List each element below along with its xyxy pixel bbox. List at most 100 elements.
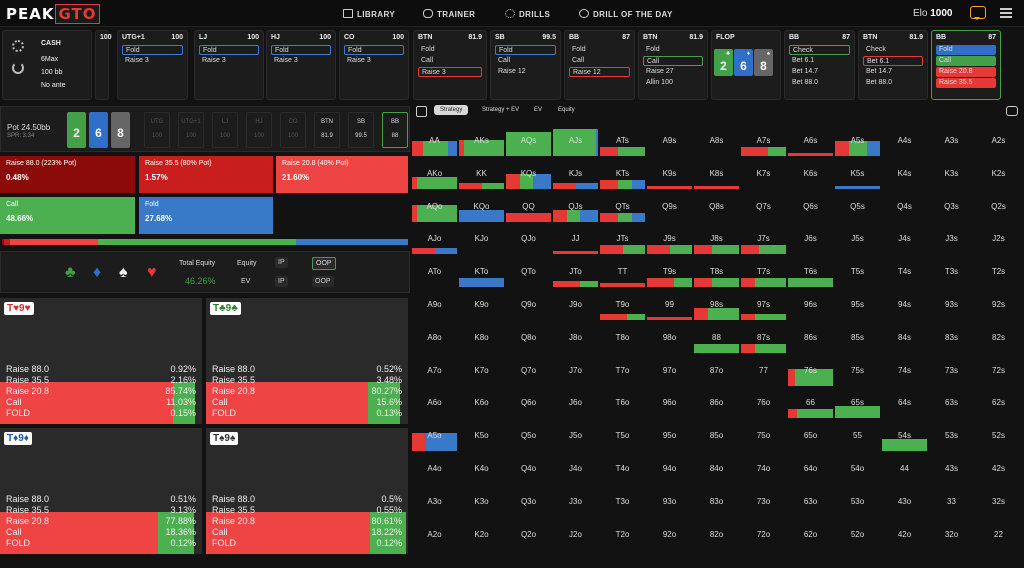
hand-cell[interactable]: 73s	[929, 356, 974, 386]
hand-cell[interactable]: KTs	[600, 159, 645, 189]
node-option[interactable]: Raise 12	[498, 68, 526, 75]
hand-cell[interactable]: Q4s	[882, 192, 927, 222]
hand-cell[interactable]: J8o	[553, 323, 598, 353]
hand-cell[interactable]: 87o	[694, 356, 739, 386]
seat[interactable]: HJ 100	[246, 112, 272, 148]
action-box[interactable]: Fold 27.68%	[139, 197, 273, 234]
hand-cell[interactable]: A9s	[647, 126, 692, 156]
action-node[interactable]: BB 87 Fold Call Raise 20.8 Raise 35.5	[931, 30, 1001, 100]
node-option[interactable]: Fold	[936, 45, 996, 55]
hand-cell[interactable]: 77	[741, 356, 786, 386]
hand-cell[interactable]: K8o	[459, 323, 504, 353]
hand-cell[interactable]: T4o	[600, 454, 645, 484]
seat[interactable]: UTG+1 100	[178, 112, 204, 148]
hand-cell[interactable]: 63s	[929, 388, 974, 418]
hand-cell[interactable]: ATs	[600, 126, 645, 156]
seat[interactable]: LJ 100	[212, 112, 238, 148]
action-node[interactable]: BB 87 Fold Call Raise 12	[564, 30, 635, 100]
hand-cell[interactable]: 88	[694, 323, 739, 353]
diamond-icon[interactable]: ♦	[93, 264, 102, 281]
hand-cell[interactable]: 75o	[741, 421, 786, 451]
hand-cell[interactable]: K3s	[929, 159, 974, 189]
action-node[interactable]: UTG+1 100 Fold Raise 3	[117, 30, 188, 100]
action-node[interactable]: FLOP 2 ♣ 6 ♦ 8 ♠	[711, 30, 781, 100]
node-option[interactable]: Raise 20.8	[936, 67, 996, 77]
hand-cell[interactable]: K7s	[741, 159, 786, 189]
hand-cell[interactable]: T7o	[600, 356, 645, 386]
node-option[interactable]: Fold	[344, 45, 404, 55]
hand-cell[interactable]: 42s	[976, 454, 1021, 484]
node-option[interactable]: Fold	[122, 45, 183, 55]
hand-cell[interactable]: K3o	[459, 487, 504, 517]
hand-cell[interactable]: Q5s	[835, 192, 880, 222]
action-box[interactable]: Call 48.66%	[0, 197, 135, 234]
club-icon[interactable]: ♣	[65, 264, 76, 281]
hand-cell[interactable]: T6s	[788, 257, 833, 288]
hand-cell[interactable]: 86s	[788, 323, 833, 353]
hand-cell[interactable]: 52o	[835, 520, 880, 550]
hand-cell[interactable]: Q6s	[788, 192, 833, 222]
node-option[interactable]: Raise 35.5	[936, 78, 996, 88]
hand-cell[interactable]: T9o	[600, 290, 645, 320]
hand-cell[interactable]: KQo	[459, 192, 504, 222]
node-option[interactable]: Allin 100	[646, 79, 673, 86]
hand-cell[interactable]: 92s	[976, 290, 1021, 320]
hand-cell[interactable]: K8s	[694, 159, 739, 189]
hand-cell[interactable]: K4s	[882, 159, 927, 189]
node-option[interactable]: Fold	[421, 46, 435, 53]
node-option[interactable]: Fold	[199, 45, 259, 55]
hand-cell[interactable]: 92o	[647, 520, 692, 550]
hand-cell[interactable]: KTo	[459, 257, 504, 288]
hand-cell[interactable]: J4s	[882, 224, 927, 254]
hand-cell[interactable]: K4o	[459, 454, 504, 484]
hand-cell[interactable]: 53s	[929, 421, 974, 451]
node-option[interactable]: Fold	[271, 45, 331, 55]
hand-cell[interactable]: Q8o	[506, 323, 551, 353]
hand-cell[interactable]: Q6o	[506, 388, 551, 418]
node-option[interactable]: Raise 3	[202, 57, 226, 64]
hand-cell[interactable]: J9s	[647, 224, 692, 255]
hand-cell[interactable]: 74s	[882, 356, 927, 386]
hand-cell[interactable]: J9o	[553, 290, 598, 320]
node-option[interactable]: Call	[572, 57, 585, 64]
hand-cell[interactable]: K6o	[459, 388, 504, 418]
hand-cell[interactable]: 66	[788, 388, 833, 419]
action-node[interactable]: LJ 100 Fold Raise 3	[194, 30, 264, 100]
hand-cell[interactable]: K7o	[459, 356, 504, 386]
tab-strategy-ev[interactable]: Strategy + EV	[482, 107, 520, 113]
hand-cell[interactable]: J4o	[553, 454, 598, 484]
hand-cell[interactable]: A2o	[412, 520, 457, 550]
hand-cell[interactable]: J2s	[976, 224, 1021, 254]
hand-cell[interactable]: A7s	[741, 126, 786, 156]
hand-cell[interactable]: 42o	[882, 520, 927, 550]
hand-cell[interactable]: AQo	[412, 192, 457, 222]
hand-cell[interactable]: Q7o	[506, 356, 551, 386]
hand-cell[interactable]: A8s	[694, 126, 739, 156]
hand-cell[interactable]: J7s	[741, 224, 786, 255]
hand-cell[interactable]: K5o	[459, 421, 504, 451]
ev-oop-button[interactable]: OOP	[312, 276, 334, 287]
hand-cell[interactable]: 32o	[929, 520, 974, 550]
equity-ip-button[interactable]: IP	[275, 257, 288, 268]
seat[interactable]: SB 99.5	[348, 112, 374, 148]
refresh-icon[interactable]	[12, 62, 24, 74]
hand-cell[interactable]: 32s	[976, 487, 1021, 517]
hand-cell[interactable]: T8s	[694, 257, 739, 288]
seat[interactable]: CO 100	[280, 112, 306, 148]
hand-cell[interactable]: QTo	[506, 257, 551, 287]
hand-cell[interactable]: A3s	[929, 126, 974, 156]
node-option[interactable]: Bet 88.0	[866, 79, 893, 86]
node-option[interactable]: Call	[498, 57, 511, 64]
equity-oop-button[interactable]: OOP	[312, 257, 336, 270]
hand-cell[interactable]: K5s	[835, 159, 880, 189]
tab-strategy[interactable]: Strategy	[434, 105, 469, 115]
hand-cell[interactable]: 86o	[694, 388, 739, 418]
hand-cell[interactable]: QTs	[600, 192, 645, 222]
hand-cell[interactable]: JJ	[553, 224, 598, 255]
action-node[interactable]: BTN 81.9 Fold Call Raise 27 Allin 100	[638, 30, 708, 100]
hand-cell[interactable]: KK	[459, 159, 504, 189]
action-box[interactable]: Raise 35.5 (80% Pot) 1.57%	[139, 156, 273, 193]
logo[interactable]: PEAK GTO	[6, 4, 100, 24]
action-node[interactable]: HJ 100 Fold Raise 3	[266, 30, 336, 100]
hand-cell[interactable]: T2s	[976, 257, 1021, 287]
